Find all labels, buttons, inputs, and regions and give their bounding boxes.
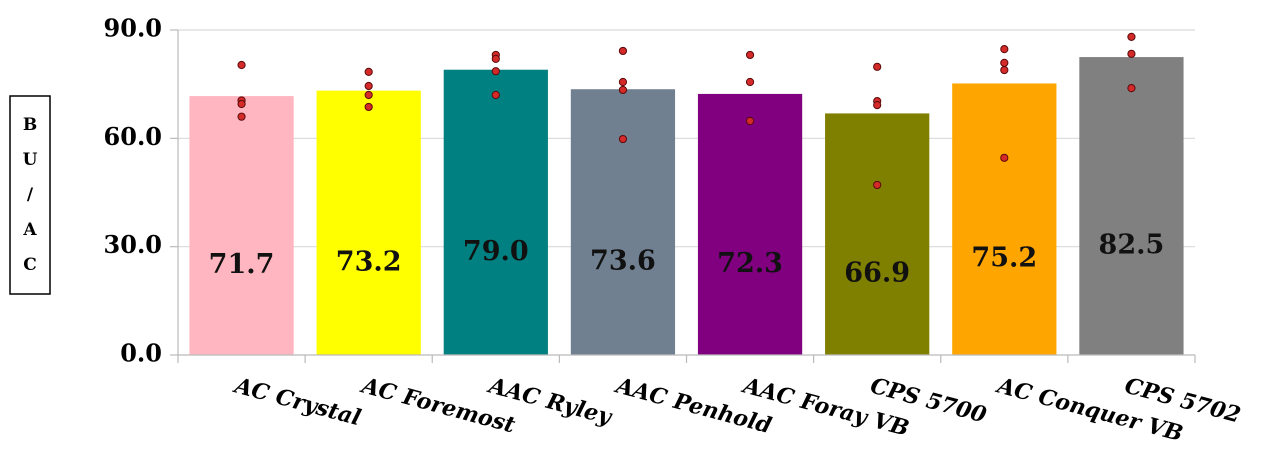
data-point bbox=[1127, 49, 1136, 58]
data-point bbox=[364, 90, 373, 100]
data-point bbox=[745, 116, 755, 126]
y-tick-label: 30.0 bbox=[104, 230, 162, 259]
y-tick-label: 90.0 bbox=[104, 14, 162, 43]
y-axis-label: B U / A C bbox=[22, 115, 37, 275]
data-point bbox=[1000, 45, 1009, 54]
data-point bbox=[618, 46, 628, 56]
value-label: 75.2 bbox=[971, 243, 1037, 274]
data-point bbox=[1127, 32, 1136, 41]
data-point bbox=[491, 54, 500, 63]
data-point bbox=[618, 85, 628, 95]
value-label: 73.2 bbox=[336, 246, 402, 277]
value-label: 71.7 bbox=[209, 249, 275, 280]
bar bbox=[189, 96, 294, 355]
bar bbox=[443, 69, 548, 355]
bar bbox=[697, 93, 803, 356]
data-point bbox=[364, 102, 373, 112]
bar bbox=[825, 113, 930, 356]
data-point bbox=[364, 67, 373, 76]
value-label: 66.9 bbox=[844, 258, 910, 289]
y-tick-label: 0.0 bbox=[120, 339, 162, 368]
value-label: 73.6 bbox=[590, 246, 656, 277]
data-point bbox=[1000, 58, 1009, 67]
data-point bbox=[745, 50, 755, 60]
data-point bbox=[1000, 65, 1009, 75]
data-point bbox=[237, 112, 246, 121]
data-point bbox=[618, 77, 628, 87]
data-point bbox=[237, 99, 246, 109]
value-label: 72.3 bbox=[717, 248, 783, 279]
data-point bbox=[873, 101, 882, 110]
data-point bbox=[1000, 153, 1009, 162]
data-point bbox=[237, 60, 246, 70]
bar bbox=[570, 89, 676, 355]
data-point bbox=[364, 81, 373, 91]
x-tick-label: AC Crystal bbox=[230, 372, 364, 431]
bar bbox=[316, 90, 421, 356]
data-point bbox=[745, 77, 755, 87]
y-tick-label: 60.0 bbox=[104, 122, 162, 151]
bar bbox=[1079, 57, 1184, 355]
data-point bbox=[873, 180, 882, 190]
data-point bbox=[491, 67, 500, 76]
y-label-box bbox=[9, 95, 51, 295]
data-point bbox=[618, 134, 628, 144]
bar bbox=[952, 83, 1057, 355]
value-label: 82.5 bbox=[1099, 230, 1165, 261]
data-point bbox=[873, 62, 882, 71]
value-label: 79.0 bbox=[463, 236, 529, 267]
data-point bbox=[1127, 84, 1136, 93]
data-point bbox=[491, 90, 500, 100]
